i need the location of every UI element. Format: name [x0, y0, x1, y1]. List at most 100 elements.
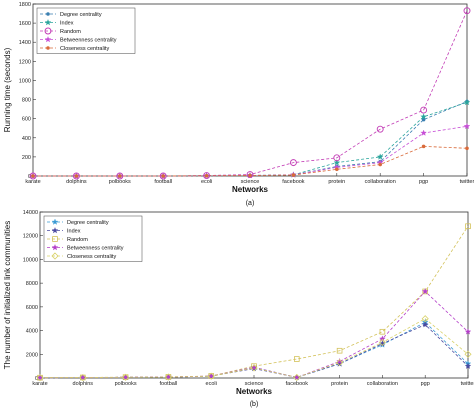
- y-tick-label: 0: [28, 174, 31, 180]
- data-point: [250, 364, 258, 372]
- data-point: [336, 347, 343, 354]
- data-point: [336, 359, 344, 367]
- data-point: [79, 373, 87, 382]
- x-tick-label: protein: [328, 179, 345, 185]
- y-tick-label: 10000: [23, 257, 38, 263]
- y-tick-label: 1600: [19, 21, 31, 27]
- x-tick-label: ecoli: [201, 179, 212, 185]
- data-point: [379, 335, 386, 342]
- data-point: [421, 315, 429, 323]
- series-line: [39, 318, 469, 379]
- data-point: [293, 373, 301, 381]
- legend-marker: [52, 236, 58, 242]
- x-tick-label: ecoli: [206, 381, 217, 387]
- y-tick-label: 12000: [23, 234, 38, 240]
- chart-a: 0 200 400 600 800 1000 1200 1400 1600 1800 karate d…: [3, 2, 474, 207]
- legend-entry: Index: [67, 229, 81, 235]
- y-tick-label: 200: [22, 155, 31, 161]
- data-point: [336, 357, 343, 365]
- legend-entry: Betweenness centrality: [60, 38, 117, 44]
- legend-marker: [44, 36, 52, 43]
- data-point: [333, 159, 341, 166]
- x-tick-label: football: [160, 381, 178, 387]
- data-point: [164, 373, 172, 381]
- x-tick-label: dolphins: [66, 179, 87, 185]
- data-point: [31, 174, 35, 178]
- y-tick-label: 600: [22, 117, 31, 123]
- legend-entry: Closeness centrality: [67, 254, 116, 260]
- x-tick-label: facebook: [286, 381, 309, 387]
- legend-marker: [46, 46, 50, 50]
- series-line: [33, 125, 468, 177]
- x-axis-title: Networks: [232, 185, 269, 194]
- x-tick-label: twitter: [460, 179, 474, 185]
- data-point: [161, 174, 165, 178]
- legend-entry: Index: [60, 21, 74, 27]
- x-tick-label: science: [245, 381, 264, 387]
- data-point: [378, 162, 383, 167]
- legend-entry: Random: [67, 237, 88, 243]
- y-tick-label: 1000: [19, 78, 31, 84]
- legend-marker: [44, 19, 52, 26]
- data-point: [420, 129, 427, 136]
- legend-marker: [51, 227, 59, 234]
- x-tick-label: protein: [331, 381, 348, 387]
- y-tick-label: 1200: [19, 59, 31, 65]
- legend-entry: Betweenness centrality: [67, 246, 124, 252]
- figure-caption: (b): [250, 401, 259, 408]
- data-point: [250, 363, 258, 371]
- y-tick-label: 0: [35, 376, 38, 382]
- x-tick-label: science: [241, 179, 260, 185]
- y-tick-label: 800: [22, 98, 31, 104]
- x-tick-label: facebook: [282, 179, 305, 185]
- legend-box: [36, 7, 136, 54]
- x-tick-label: karate: [25, 179, 40, 185]
- data-point: [293, 356, 300, 362]
- data-point: [378, 338, 386, 346]
- legend-marker: [51, 244, 59, 251]
- data-point: [463, 122, 471, 130]
- data-point: [289, 159, 297, 167]
- y-tick-label: 400: [22, 136, 31, 142]
- legend-entry: Degree centrality: [60, 12, 102, 18]
- data-point: [204, 174, 209, 178]
- series-line: [33, 101, 468, 177]
- data-point: [421, 321, 429, 328]
- legend-marker: [51, 252, 59, 260]
- x-tick-label: collaboration: [365, 179, 396, 185]
- data-point: [379, 328, 386, 335]
- data-point: [122, 373, 130, 381]
- data-point: [464, 328, 472, 335]
- data-point: [465, 146, 469, 151]
- data-point: [421, 144, 426, 149]
- x-tick-label: polbooks: [115, 381, 137, 387]
- legend-marker: [51, 218, 59, 225]
- data-point: [376, 153, 384, 160]
- data-point: [421, 288, 429, 295]
- data-point: [74, 174, 79, 178]
- legend-box: [43, 215, 143, 262]
- legend-marker: [46, 12, 50, 16]
- x-tick-label: pgp: [421, 381, 430, 387]
- data-point: [36, 374, 44, 382]
- y-axis-title: Running time (seconds): [3, 47, 12, 132]
- data-point: [291, 173, 296, 177]
- data-point: [376, 125, 384, 133]
- legend-marker: [44, 27, 52, 35]
- legend-entry: Degree centrality: [67, 220, 109, 226]
- data-point: [465, 223, 471, 230]
- data-point: [207, 372, 215, 380]
- x-tick-label: collaboration: [367, 381, 398, 387]
- data-point: [464, 350, 472, 358]
- data-point: [333, 154, 341, 162]
- x-axis-title: Networks: [236, 387, 273, 396]
- data-point: [464, 362, 472, 369]
- figure-caption: (a): [246, 200, 255, 207]
- x-tick-label: polbooks: [109, 179, 131, 185]
- series-line: [33, 102, 468, 177]
- data-point: [420, 113, 427, 120]
- y-tick-label: 1400: [19, 40, 31, 46]
- y-tick-label: 6000: [26, 305, 38, 311]
- y-tick-label: 1800: [19, 2, 31, 8]
